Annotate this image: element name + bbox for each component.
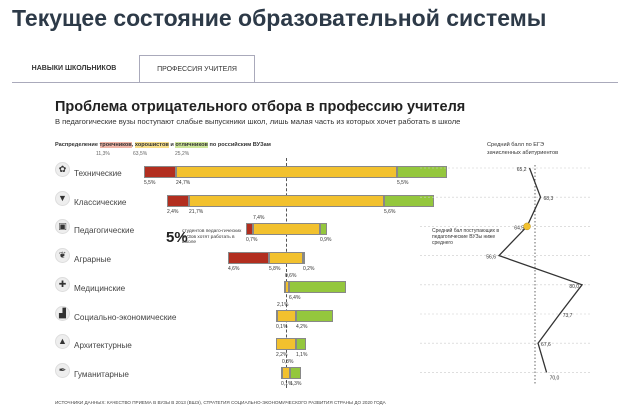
bar-b-students [277, 309, 296, 322]
tower-icon: ▲ [55, 334, 70, 350]
factory-icon: ▟ [55, 305, 70, 321]
bar-value-label: 0,7% [246, 237, 258, 244]
quill-icon: ✒ [55, 362, 70, 378]
briefcase-icon: ▣ [55, 219, 70, 235]
bar-c-students [246, 223, 253, 236]
ege-highlight-point [523, 222, 531, 231]
bar-value-label: 0,6% [285, 272, 297, 279]
bar-value-label: 21,7% [189, 208, 204, 215]
category-label: Социально-экономические [74, 312, 177, 322]
bar-b-students [269, 252, 303, 265]
bar-value-label: 24,7% [176, 180, 191, 186]
ege-title-line2: зачисленных абитуриентов [487, 150, 559, 156]
legend: Распределение троечников, хорошистов и о… [55, 142, 271, 148]
ege-value-label: 73,7 [563, 313, 573, 319]
page-title: Текущее состояние образовательной систем… [12, 5, 547, 31]
bar-a-students [397, 166, 447, 178]
legend-sep: и [168, 142, 176, 148]
gear-icon: ✿ [55, 162, 70, 177]
legend-sep: , [131, 142, 135, 148]
legend-a-students: отличников [175, 142, 208, 148]
category-label: Педагогические [74, 226, 135, 236]
bar-value-label: 0,1% [276, 323, 288, 330]
bar-value-label: 6,4% [289, 294, 301, 301]
category-label: Аграрные [74, 255, 112, 265]
bar-value-label: 2,2% [276, 352, 288, 359]
ege-value-label: 64,5 [514, 225, 524, 231]
graduation-cap-icon: ▼ [55, 190, 70, 206]
bar-value-label: 1,1% [296, 352, 308, 359]
bar-b-students [276, 338, 296, 351]
bar-value-label: 4,6% [228, 266, 240, 273]
bar-value-label: 2,1% [277, 301, 289, 308]
bar-a-students [290, 366, 301, 379]
bar-b-students [253, 223, 320, 236]
sources-footer: ИСТОЧНИКИ ДАННЫХ: КАЧЕСТВО ПРИЕМА В ВУЗЫ… [55, 400, 386, 405]
tab-divider [12, 82, 618, 83]
bar-value-label: 5,8% [269, 266, 281, 273]
bar-value-label: 5,6% [384, 208, 396, 215]
bar-a-students [289, 280, 346, 293]
tab-student-skills[interactable]: НАВЫКИ ШКОЛЬНИКОВ [31, 65, 117, 72]
ege-value-label: 80,0 [569, 284, 579, 290]
legend-suffix: по российским ВУЗам [207, 142, 271, 148]
bar-b-students [282, 366, 290, 379]
chart-subtitle: В педагогические вузы поступают слабые в… [55, 117, 461, 126]
bar-value-label: 7,4% [253, 215, 265, 222]
tab-teacher-profession[interactable]: ПРОФЕССИЯ УЧИТЕЛЯ [139, 55, 255, 83]
bar-a-students [296, 309, 333, 322]
ege-value-label: 67,6 [541, 342, 551, 348]
callout-value: 5% [166, 229, 188, 246]
bar-value-label: 5,5% [397, 180, 409, 186]
legend-share-b: 63,5% [133, 151, 148, 157]
ege-value-label: 70,0 [550, 375, 560, 381]
category-label: Архитектурные [74, 341, 132, 351]
ege-value-label: 56,6 [486, 255, 496, 261]
bar-a-students [384, 194, 434, 207]
callout-text: студентов педаго-гических ВУЗов хотят ра… [182, 229, 242, 246]
bar-c-students [144, 166, 176, 178]
bar-value-label: 5,5% [144, 180, 156, 186]
ege-note: Средний бал поступающих в педагогические… [432, 228, 500, 246]
bar-c-students [167, 194, 189, 207]
bar-c-students [228, 252, 269, 265]
chart-title: Проблема отрицательного отбора в професс… [55, 99, 466, 115]
bar-a-students [296, 338, 306, 351]
ege-value-label: 65,2 [517, 167, 527, 173]
category-label: Классические [74, 197, 127, 207]
ege-title: Средний балл по ЕГЭ зачисленных абитуриен… [487, 141, 558, 157]
bar-value-label: 2,4% [167, 208, 179, 215]
leaf-icon: ❦ [55, 248, 70, 264]
legend-share-c: 11,3% [96, 151, 110, 157]
bar-b-students [189, 194, 384, 207]
bar-a-students [303, 252, 305, 265]
bar-value-label: 0,8% [282, 358, 294, 365]
bar-a-students [320, 223, 327, 236]
category-label: Технические [74, 169, 122, 178]
bar-value-label: 0,9% [320, 237, 332, 244]
ege-title-line1: Средний балл по ЕГЭ [487, 142, 545, 148]
bar-value-label: 4,2% [296, 323, 308, 330]
legend-c-students: троечников [99, 142, 132, 148]
category-label: Медицинские [74, 283, 126, 293]
bar-value-label: 0,1% [281, 380, 293, 387]
bar-b-students [285, 280, 289, 293]
legend-prefix: Распределение [55, 142, 100, 148]
center-line [286, 158, 287, 388]
medical-cross-icon: ✚ [55, 276, 70, 292]
category-label: Гуманитарные [74, 369, 129, 379]
bar-value-label: 1,3% [290, 380, 302, 387]
bar-b-students [176, 166, 397, 178]
legend-share-a: 25,2% [175, 151, 190, 157]
ege-value-label: 68,3 [544, 196, 554, 202]
bar-value-label: 0,2% [303, 266, 315, 273]
legend-b-students: хорошистов [134, 142, 169, 148]
ege-line [497, 167, 584, 373]
